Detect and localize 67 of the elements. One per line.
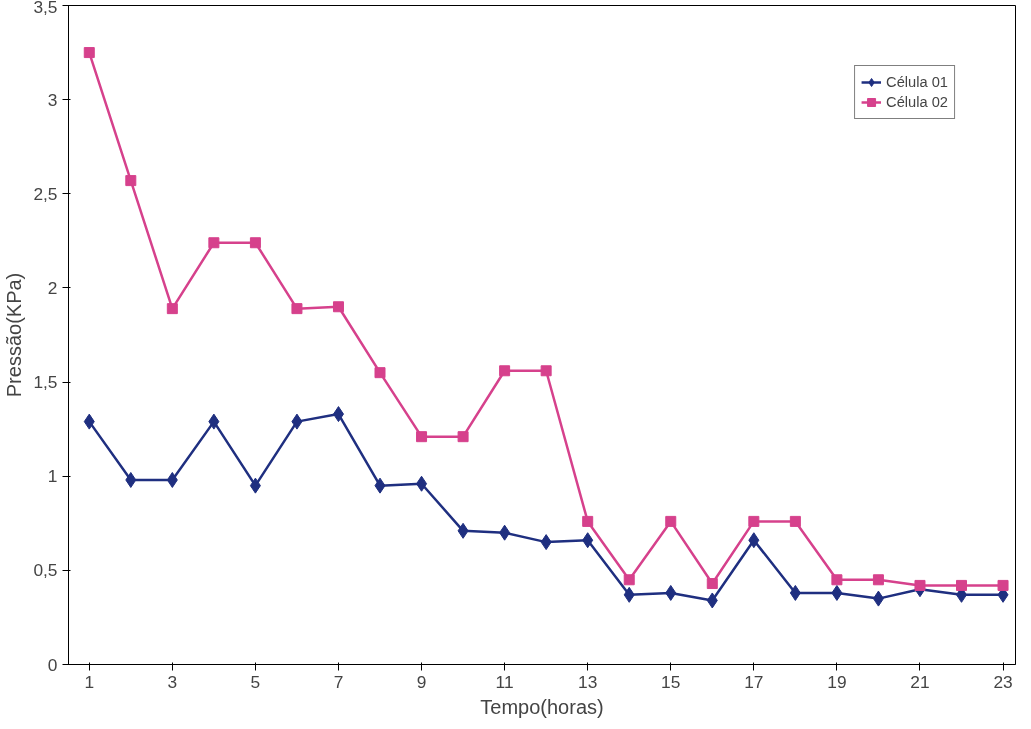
point	[540, 534, 552, 551]
point	[332, 301, 344, 313]
x-tick-label: 15	[661, 671, 681, 692]
point	[582, 515, 594, 527]
point	[665, 584, 677, 601]
point	[872, 574, 884, 586]
x-tick-label: 7	[333, 671, 344, 692]
x-tick-label: 21	[910, 671, 930, 692]
x-axis-title: Tempo(horas)	[480, 695, 604, 718]
point	[872, 590, 884, 607]
point	[249, 237, 261, 249]
point	[706, 592, 718, 609]
point	[582, 532, 594, 549]
y-tick-label: 2	[47, 277, 58, 298]
point	[665, 515, 677, 527]
y-tick-label: 3	[47, 89, 58, 110]
point	[249, 477, 261, 494]
point	[125, 175, 137, 187]
x-tick-label: 17	[744, 671, 764, 692]
y-tick-label: 0,5	[33, 560, 58, 581]
x-tick-label: 9	[416, 671, 427, 692]
point	[166, 471, 178, 488]
x-tick-label: 1	[84, 671, 95, 692]
point	[457, 522, 469, 539]
point	[706, 578, 718, 590]
point	[499, 365, 511, 377]
point	[374, 367, 386, 379]
point	[748, 532, 760, 549]
point	[540, 365, 552, 377]
legend-label: Célula 01	[886, 74, 948, 90]
point	[416, 475, 428, 492]
y-axis-title: Pressão(KPa)	[3, 272, 26, 398]
point	[291, 413, 303, 430]
point	[374, 477, 386, 494]
point	[208, 413, 220, 430]
point	[83, 413, 95, 430]
y-tick-label: 2,5	[33, 183, 58, 204]
y-tick-label: 3,5	[33, 0, 58, 17]
point	[831, 574, 843, 586]
point	[291, 303, 303, 315]
y-tick-label: 1	[47, 466, 58, 487]
point	[789, 515, 801, 527]
x-tick-label: 23	[993, 671, 1013, 692]
y-tick-label: 0	[47, 654, 58, 675]
x-tick-label: 13	[578, 671, 598, 692]
y-tick-label: 1,5	[33, 372, 58, 393]
x-tick-label: 19	[827, 671, 847, 692]
point	[789, 584, 801, 601]
x-tick-label: 11	[495, 671, 514, 692]
point	[83, 47, 95, 59]
point	[125, 471, 137, 488]
x-tick-label: 5	[250, 671, 261, 692]
point	[623, 586, 635, 603]
point	[208, 237, 220, 249]
x-tick-label: 3	[167, 671, 178, 692]
point	[997, 579, 1009, 591]
legend-label: Célula 02	[886, 94, 948, 110]
point	[457, 431, 469, 443]
point	[623, 574, 635, 586]
point	[499, 524, 511, 541]
point	[956, 579, 967, 591]
point	[748, 515, 760, 527]
point	[831, 584, 843, 601]
point	[914, 579, 926, 591]
point	[166, 303, 178, 315]
point	[416, 431, 428, 443]
point	[332, 406, 344, 423]
